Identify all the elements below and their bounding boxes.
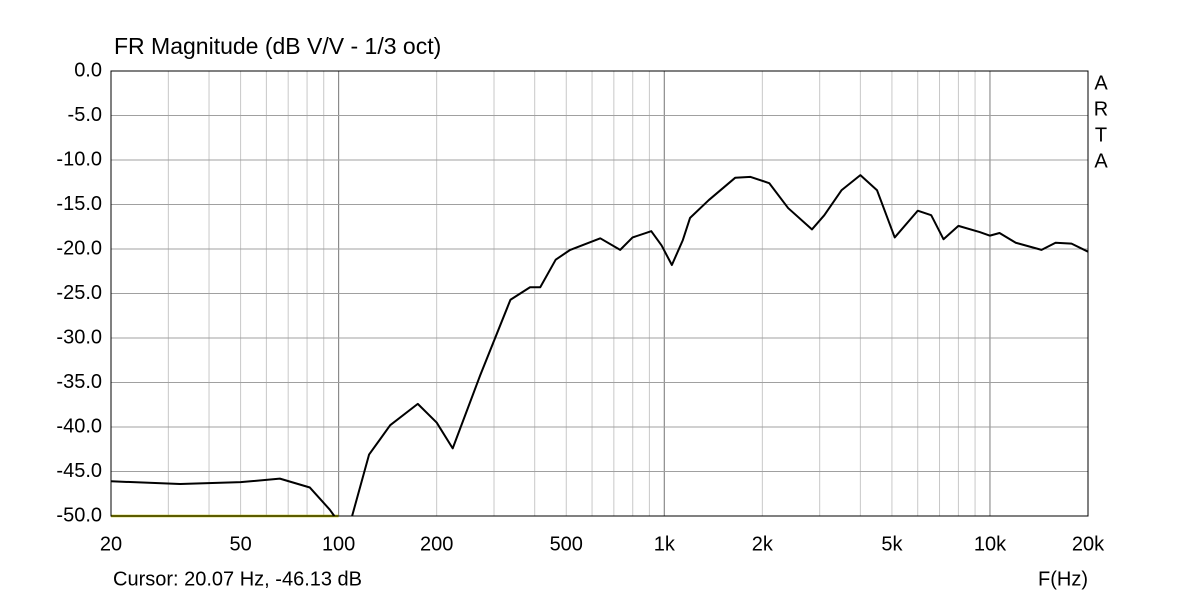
x-axis-label: F(Hz) [1038, 568, 1088, 590]
y-tick-label: -15.0 [56, 193, 102, 215]
watermark-letter: A [1094, 150, 1108, 172]
x-tick-label: 2k [752, 533, 774, 555]
x-tick-label: 200 [420, 533, 453, 555]
y-tick-label: 0.0 [74, 59, 102, 81]
x-tick-label: 100 [322, 533, 355, 555]
response-curve [110, 174, 1089, 517]
watermark-letter: T [1095, 124, 1107, 146]
watermark-letter: R [1094, 98, 1108, 120]
y-tick-label: -40.0 [56, 415, 102, 437]
x-tick-label: 20k [1072, 533, 1105, 555]
chart-title: FR Magnitude (dB V/V - 1/3 oct) [114, 33, 441, 59]
y-tick-label: -50.0 [56, 504, 102, 526]
x-tick-label: 5k [881, 533, 903, 555]
x-tick-label: 20 [100, 533, 122, 555]
y-tick-label: -45.0 [56, 460, 102, 482]
x-tick-label: 500 [550, 533, 583, 555]
x-tick-label: 1k [654, 533, 676, 555]
plot-frame [110, 70, 1089, 517]
x-tick-label: 50 [229, 533, 251, 555]
y-tick-label: -30.0 [56, 326, 102, 348]
y-tick-label: -35.0 [56, 371, 102, 393]
y-tick-label: -5.0 [68, 104, 102, 126]
y-tick-label: -25.0 [56, 282, 102, 304]
cursor-readout: Cursor: 20.07 Hz, -46.13 dB [113, 568, 362, 590]
y-tick-label: -10.0 [56, 148, 102, 170]
y-tick-label: -20.0 [56, 237, 102, 259]
watermark-letter: A [1094, 72, 1108, 94]
x-tick-label: 10k [974, 533, 1007, 555]
